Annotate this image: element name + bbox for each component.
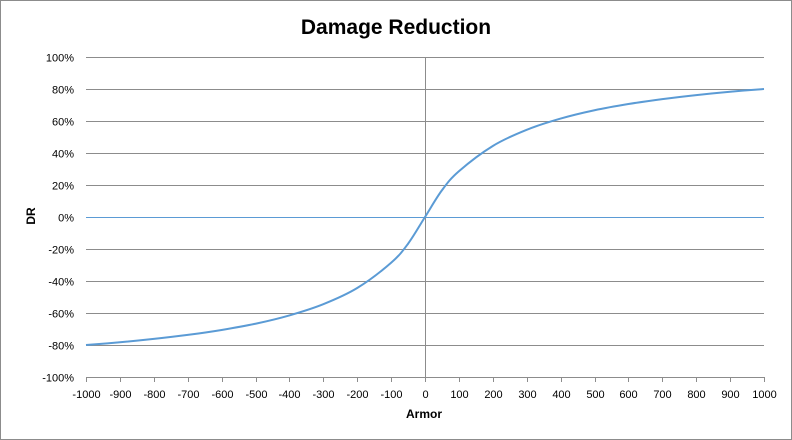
x-tick-label: -100 [380, 389, 402, 401]
y-axis-label: DR [24, 207, 38, 225]
series-line [85, 88, 765, 346]
x-tick-label: 400 [552, 389, 570, 401]
x-tick-label: -1000 [72, 389, 100, 401]
x-tick-label: -900 [109, 389, 131, 401]
chart-title: Damage Reduction [301, 16, 491, 39]
y-tick-label: 60% [52, 117, 74, 129]
x-tick-label: -600 [211, 389, 233, 401]
y-tick-label: -100% [42, 373, 74, 385]
x-tick-label: 600 [619, 389, 637, 401]
x-tick-label: 0 [422, 389, 428, 401]
x-tick-label: 700 [653, 389, 671, 401]
x-tick-label: 1000 [752, 389, 776, 401]
y-tick-label: 80% [52, 85, 74, 97]
x-tick-label: 100 [450, 389, 468, 401]
y-axis-ticks: -100% -80% -60% -40% -20% 0% 20% 40% 60% 80% 100% [42, 53, 74, 385]
x-tick-label: 900 [721, 389, 739, 401]
y-tick-label: 100% [46, 53, 74, 65]
x-axis-ticks: -1000 -900 -800 -700 -600 -500 -400 -300 -200 -10… [72, 377, 777, 401]
x-tick-label: 500 [586, 389, 604, 401]
x-axis-label: Armor [406, 407, 442, 421]
x-tick-label: -800 [143, 389, 165, 401]
x-tick-label: -500 [245, 389, 267, 401]
x-tick-label: -300 [312, 389, 334, 401]
x-tick-label: -700 [177, 389, 199, 401]
y-tick-label: -40% [48, 277, 74, 289]
gridlines [86, 57, 764, 378]
y-tick-label: 0% [58, 213, 74, 225]
y-tick-label: 40% [52, 149, 74, 161]
x-tick-label: -200 [346, 389, 368, 401]
x-tick-label: 800 [687, 389, 705, 401]
x-tick-label: 200 [484, 389, 502, 401]
x-tick-label: -400 [278, 389, 300, 401]
y-tick-label: -60% [48, 309, 74, 321]
series-group [85, 88, 765, 346]
x-tick-label: 300 [518, 389, 536, 401]
y-tick-label: 20% [52, 181, 74, 193]
y-tick-label: -20% [48, 245, 74, 257]
y-tick-label: -80% [48, 341, 74, 353]
